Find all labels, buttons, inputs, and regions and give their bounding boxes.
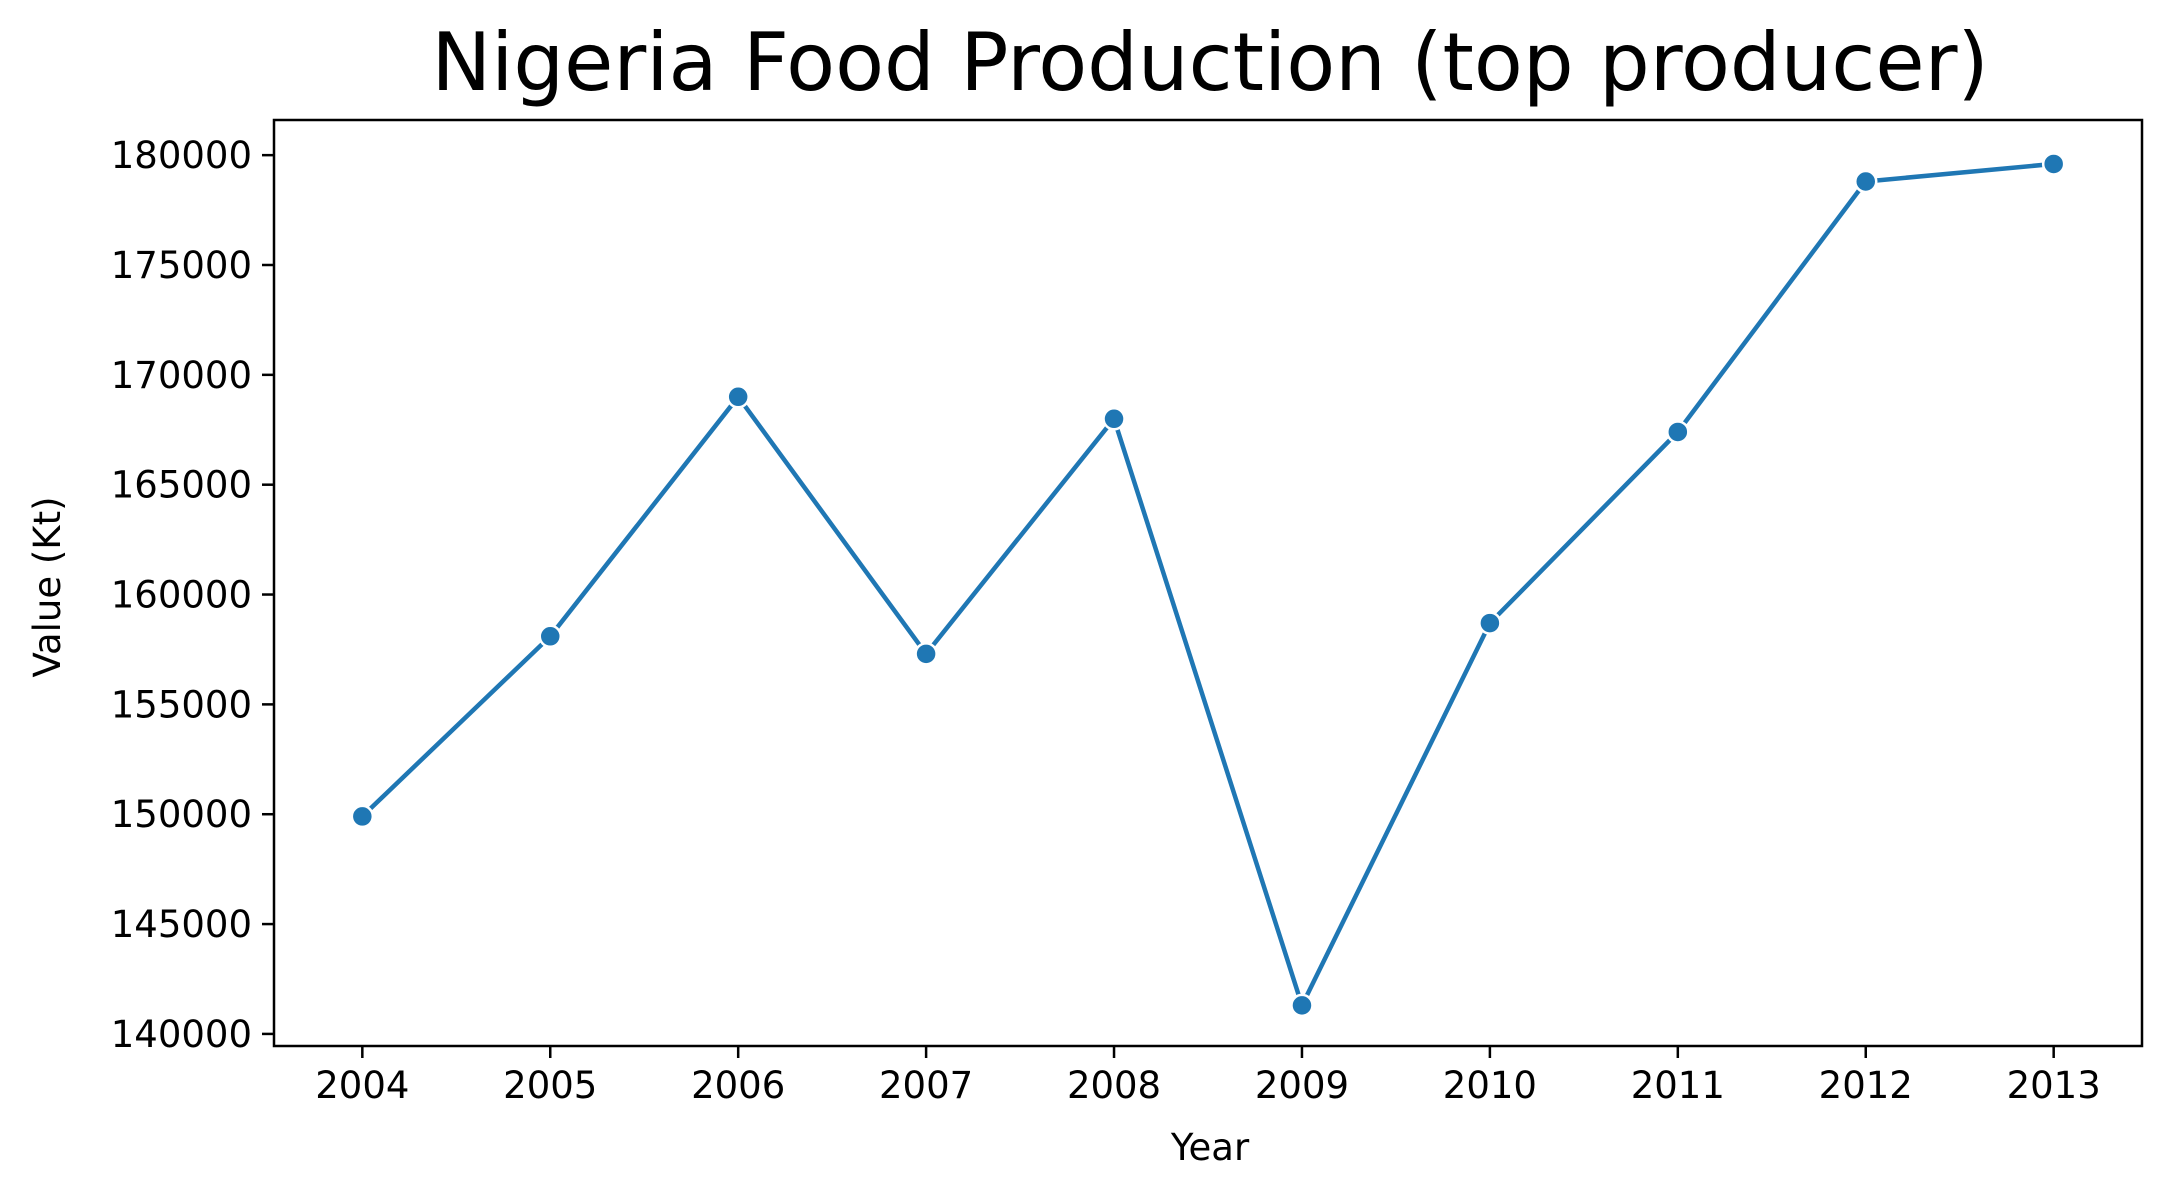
data-point (726, 385, 750, 409)
data-point (350, 804, 375, 829)
x-axis-label: Year (1170, 1126, 1250, 1169)
chart-title: Nigeria Food Production (top producer) (431, 16, 1988, 109)
y-tick-label: 160000 (111, 574, 252, 617)
x-tick-label: 2010 (1443, 1064, 1537, 1107)
series-layer (350, 152, 2066, 1018)
data-point (914, 642, 938, 666)
y-tick-label: 145000 (111, 903, 252, 946)
x-tick-label: 2005 (503, 1064, 597, 1107)
y-tick-label: 180000 (111, 134, 252, 177)
x-tick-label: 2004 (315, 1064, 409, 1107)
x-tick-label: 2011 (1631, 1064, 1725, 1107)
x-tick-label: 2008 (1067, 1064, 1161, 1107)
data-point (1478, 611, 1502, 635)
data-point (2041, 152, 2066, 176)
x-tick-label: 2013 (2007, 1064, 2101, 1107)
y-axis-label: Value (Kt) (26, 496, 69, 677)
data-point (1102, 407, 1126, 431)
plot-frame (272, 118, 2144, 1048)
data-point (1853, 169, 1878, 194)
y-tick-label: 175000 (111, 244, 252, 287)
x-tick-label: 2012 (1819, 1064, 1913, 1107)
data-point (538, 624, 563, 649)
y-axis: 140000 145000 150000 155000 160000 165000 1700… (111, 134, 274, 1056)
y-tick-label: 140000 (111, 1013, 252, 1056)
y-tick-label: 150000 (111, 793, 252, 836)
y-tick-label: 165000 (111, 464, 252, 507)
x-axis: 2004 2005 2006 2007 2008 2009 2010 2011 2012 2013 (315, 1046, 2101, 1107)
data-point (1666, 420, 1690, 444)
x-tick-label: 2007 (879, 1064, 973, 1107)
series-line (360, 161, 2054, 1008)
x-tick-label: 2009 (1255, 1064, 1349, 1107)
plot-area (272, 118, 2144, 1048)
y-tick-label: 170000 (111, 354, 252, 397)
x-tick-label: 2006 (691, 1064, 785, 1107)
y-tick-label: 155000 (111, 683, 252, 726)
data-point (1290, 993, 1314, 1018)
